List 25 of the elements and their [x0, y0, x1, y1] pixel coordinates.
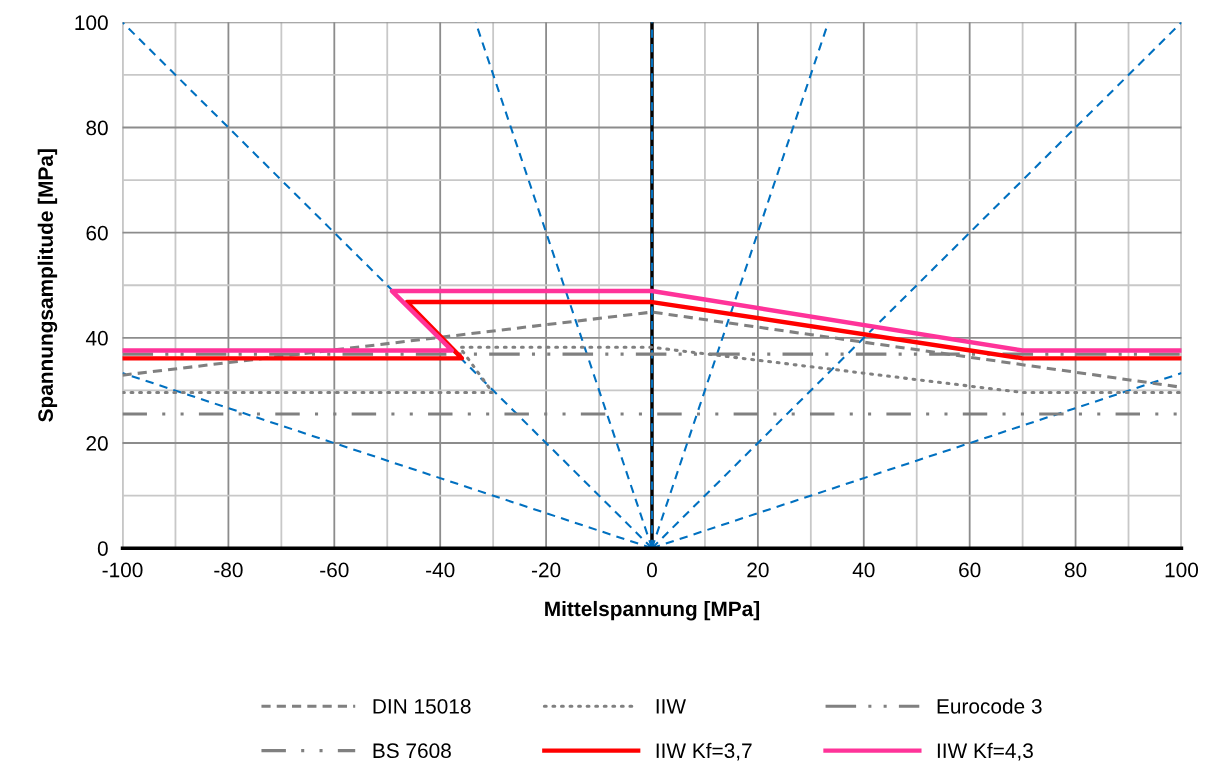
- x-tick-label: -60: [320, 562, 349, 578]
- y-axis-title: Spannungsamplitude [MPa]: [37, 149, 58, 422]
- x-tick-label: -100: [102, 562, 143, 578]
- legend-label: DIN 15018: [373, 698, 471, 714]
- x-tick-label: 0: [647, 562, 657, 578]
- legend-label: IIW Kf=3,7: [656, 742, 752, 761]
- x-axis-title: Mittelspannung [MPa]: [545, 600, 760, 621]
- legend-label: BS 7608: [373, 743, 451, 759]
- legend-label: Eurocode 3: [937, 698, 1042, 714]
- y-tick-label: 60: [86, 225, 108, 241]
- y-tick-label: 80: [86, 120, 108, 136]
- y-tick-label: 100: [75, 15, 108, 31]
- legend-label: IIW: [656, 699, 686, 714]
- x-tick-label: 80: [1064, 562, 1087, 578]
- y-tick-label: 40: [85, 330, 108, 346]
- x-tick-label: 20: [747, 562, 769, 578]
- x-tick-label: 100: [1165, 562, 1199, 578]
- legend-label: IIW Kf=4,3: [937, 742, 1033, 761]
- x-tick-label: -80: [214, 562, 243, 578]
- y-tick-label: 0: [97, 541, 108, 556]
- x-tick-label: 60: [959, 562, 981, 578]
- x-tick-label: 40: [852, 562, 875, 578]
- y-tick-label: 20: [86, 436, 108, 451]
- x-tick-label: -40: [426, 562, 455, 578]
- x-tick-label: -20: [531, 562, 561, 578]
